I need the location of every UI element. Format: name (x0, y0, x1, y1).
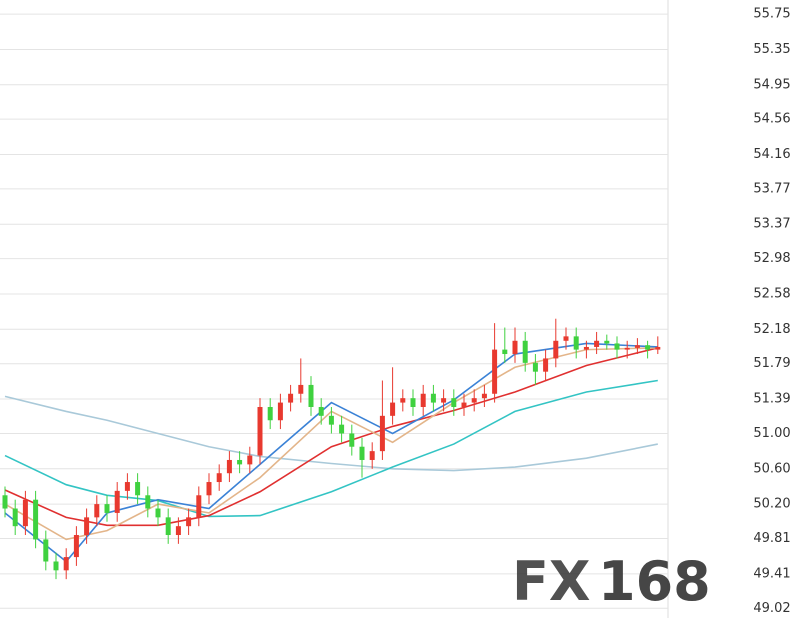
candle-body (339, 424, 345, 434)
y-tick-label: 50.20 (753, 497, 790, 512)
candle-body (553, 340, 559, 359)
y-tick-label: 53.37 (753, 217, 790, 232)
candle-body (604, 340, 610, 344)
watermark-number: 168 (598, 550, 711, 613)
moving-averages (4, 342, 658, 563)
candle-body (73, 535, 79, 558)
candle-body (84, 517, 90, 536)
candle-body (155, 508, 161, 518)
candle-body (543, 358, 549, 372)
candle-body (420, 393, 426, 407)
candle-body (104, 504, 110, 513)
candle-body (645, 345, 651, 350)
ma-line (4, 379, 658, 518)
candle-body (53, 561, 59, 571)
candle-body (94, 504, 100, 518)
candle-body (267, 406, 273, 421)
candle-body (502, 349, 508, 355)
candle-body (369, 451, 375, 460)
candle-body (583, 346, 589, 350)
candle-body (349, 433, 355, 447)
y-tick-label: 51.79 (753, 356, 790, 371)
y-tick-label: 52.18 (753, 322, 790, 337)
candle-body (63, 557, 69, 571)
y-tick-label: 50.60 (753, 461, 790, 476)
candle-body (573, 336, 579, 350)
candle-body (379, 415, 385, 452)
ma-line (4, 347, 658, 541)
candle-body (33, 499, 39, 540)
candle-body (186, 517, 192, 527)
candle-body (308, 384, 314, 407)
ma-line (4, 347, 658, 527)
candle-body (206, 482, 212, 496)
candle-body (655, 346, 661, 350)
candle-body (390, 402, 396, 416)
y-tick-label: 49.02 (753, 601, 790, 616)
candle-body (12, 508, 18, 527)
candle-body (624, 347, 630, 350)
candle-body (257, 406, 263, 456)
candle-body (135, 482, 141, 496)
candle-body (563, 336, 569, 341)
candle-body (2, 495, 8, 509)
candle-body (512, 340, 518, 355)
grid (0, 13, 668, 609)
candle-body (43, 539, 49, 562)
candle-body (114, 490, 120, 513)
y-tick-label: 55.75 (753, 7, 790, 22)
y-tick-label: 53.77 (753, 181, 790, 196)
candle-body (522, 340, 528, 363)
candles (2, 318, 661, 580)
candle-body (124, 482, 130, 491)
candle-body (614, 343, 620, 350)
candle-body (175, 526, 181, 536)
candle-body (471, 398, 477, 403)
candle-body (298, 384, 304, 394)
y-tick-label: 49.41 (753, 566, 790, 581)
candle-body (277, 402, 283, 421)
y-tick-label: 51.39 (753, 392, 790, 407)
y-tick-label: 55.35 (753, 42, 790, 57)
candle-body (400, 398, 406, 403)
candle-body (196, 495, 202, 518)
watermark-fx: FX (512, 550, 591, 613)
candle-body (441, 398, 447, 403)
candle-body (288, 393, 294, 403)
watermark: FX 168 (512, 550, 711, 613)
y-tick-label: 54.56 (753, 112, 790, 127)
y-axis: 55.75 55.35 54.95 54.56 54.16 53.77 53.37 52.98… (753, 7, 790, 616)
y-tick-label: 51.00 (753, 426, 790, 441)
candle-body (216, 473, 222, 483)
candle-body (237, 459, 243, 465)
candle-body (359, 446, 365, 460)
candle-body (247, 455, 253, 465)
y-tick-label: 54.16 (753, 147, 790, 162)
candle-body (634, 345, 640, 348)
candle-body (145, 495, 151, 509)
ma-line (4, 395, 658, 472)
candle-body (226, 459, 232, 474)
candle-body (451, 398, 457, 407)
candle-body (481, 393, 487, 399)
candle-body (492, 349, 498, 394)
candle-body (430, 393, 436, 403)
y-tick-label: 54.95 (753, 77, 790, 92)
y-tick-label: 52.98 (753, 251, 790, 266)
candle-body (318, 406, 324, 416)
candle-body (410, 398, 416, 407)
candle-body (461, 402, 467, 407)
y-tick-label: 49.81 (753, 531, 790, 546)
candle-body (594, 340, 600, 347)
candle-body (22, 499, 28, 527)
candle-body (532, 362, 538, 372)
y-tick-label: 52.58 (753, 286, 790, 301)
candle-body (165, 517, 171, 536)
candle-body (328, 415, 334, 425)
